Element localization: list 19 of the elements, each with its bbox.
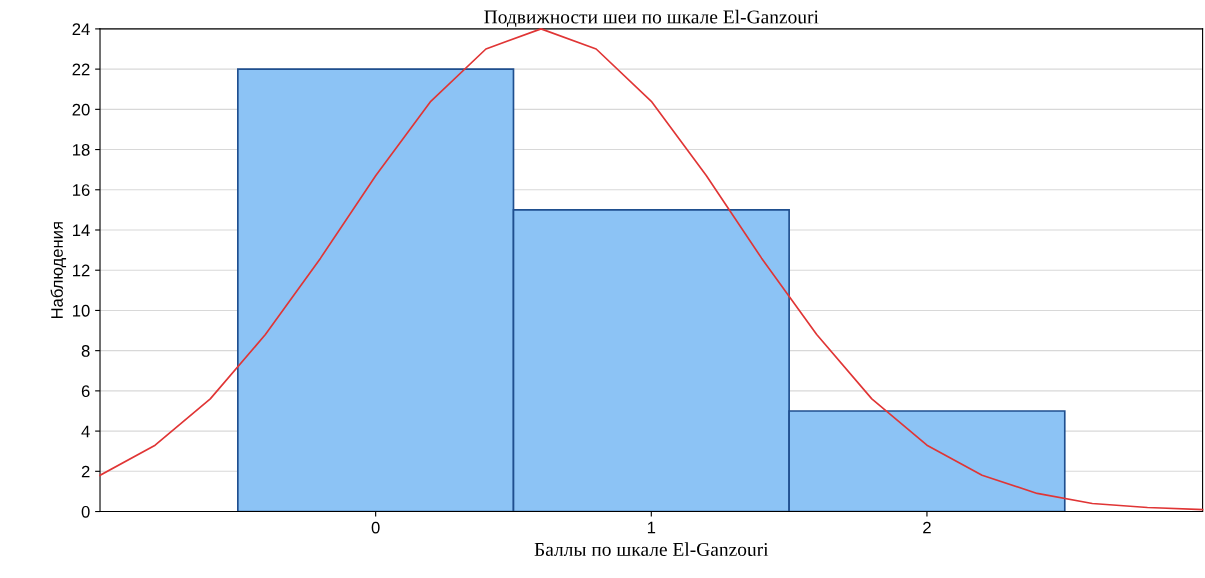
y-tick-label: 20 (72, 103, 90, 116)
chart-title: Подвижности шеи по шкале El-Ganzouri (484, 9, 819, 28)
y-tick-label: 18 (73, 143, 90, 156)
y-axis-title: Наблюдения (50, 222, 67, 319)
y-tick-label: 4 (81, 425, 90, 438)
y-tick-label: 6 (81, 385, 90, 398)
y-tick-label: 14 (73, 224, 90, 237)
x-tick-label: 1 (647, 521, 656, 534)
y-tick-label: 8 (81, 345, 90, 357)
y-tick-label: 2 (81, 465, 90, 478)
x-axis-title: Баллы по шкале El-Ganzouri (534, 542, 769, 557)
x-tick-label: 0 (371, 521, 380, 534)
y-tick-label: 22 (72, 63, 90, 76)
y-tick-label: 0 (81, 505, 90, 518)
y-tick-label: 16 (73, 184, 90, 196)
x-tick-label: 2 (923, 521, 931, 534)
y-tick-label: 10 (73, 304, 90, 317)
y-tick-label: 24 (72, 23, 90, 35)
y-tick-label: 12 (73, 264, 90, 277)
